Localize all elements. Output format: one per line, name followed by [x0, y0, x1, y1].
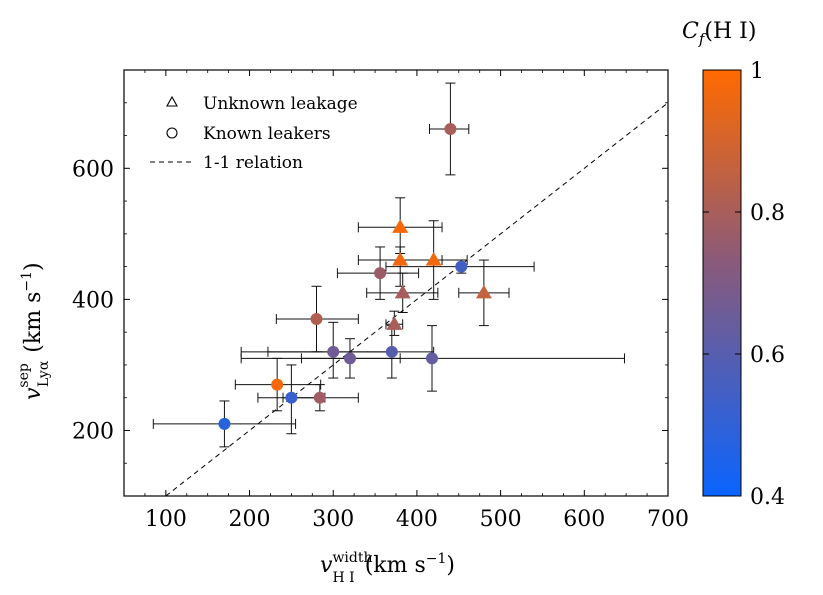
x-tick-label: 600: [563, 507, 605, 532]
circle-marker: [455, 260, 468, 273]
triangle-marker: [392, 252, 409, 266]
triangle-marker: [386, 316, 403, 330]
circle-marker: [285, 391, 298, 404]
x-tick-label: 500: [480, 507, 522, 532]
circle-marker: [385, 345, 398, 358]
legend-label-unknown: Unknown leakage: [203, 94, 358, 114]
circle-marker: [444, 122, 457, 135]
x-tick-label: 700: [647, 507, 689, 532]
colorbar-tick-label: 0.6: [750, 343, 785, 368]
one-to-one-line: [165, 102, 669, 497]
legend: Unknown leakage Known leakers 1-1 relati…: [150, 94, 358, 173]
colorbar-gradient: [702, 69, 742, 497]
x-tick-label: 400: [396, 507, 438, 532]
colorbar-tick-label: 1: [750, 59, 764, 84]
colorbar-tick-label: 0.4: [750, 485, 785, 510]
legend-triangle-marker: [166, 95, 178, 107]
legend-circle-marker: [166, 127, 178, 139]
x-tick-label: 200: [229, 507, 271, 532]
x-tick-label: 100: [145, 507, 187, 532]
triangle-marker: [425, 252, 442, 266]
x-axis-label: vwidth H I (km s−1): [320, 550, 455, 586]
y-tick-label: 200: [72, 419, 114, 444]
colorbar-label: Cf(H I): [682, 19, 756, 48]
circle-marker: [310, 313, 323, 326]
circle-marker: [218, 417, 231, 430]
triangle-marker: [392, 219, 409, 233]
y-tick-label: 400: [72, 288, 114, 313]
circle-marker: [313, 391, 326, 404]
triangle-marker: [475, 284, 492, 299]
circle-marker: [425, 352, 438, 365]
plot-frame: [123, 69, 669, 497]
triangle-marker: [394, 284, 411, 299]
circle-marker: [271, 378, 284, 391]
y-axis-label: vsep Lyα(km s−1): [16, 262, 52, 400]
legend-label-known: Known leakers: [203, 124, 331, 144]
colorbar: 0.4 0.6 0.8 1 Cf(H I): [682, 19, 785, 510]
x-tick-label: 300: [312, 507, 354, 532]
circle-marker: [374, 267, 387, 280]
colorbar-tick-label: 0.8: [750, 201, 785, 226]
circle-marker: [343, 352, 356, 365]
circle-marker: [327, 345, 340, 358]
legend-label-relation: 1-1 relation: [203, 153, 303, 173]
y-tick-label: 600: [72, 157, 114, 182]
